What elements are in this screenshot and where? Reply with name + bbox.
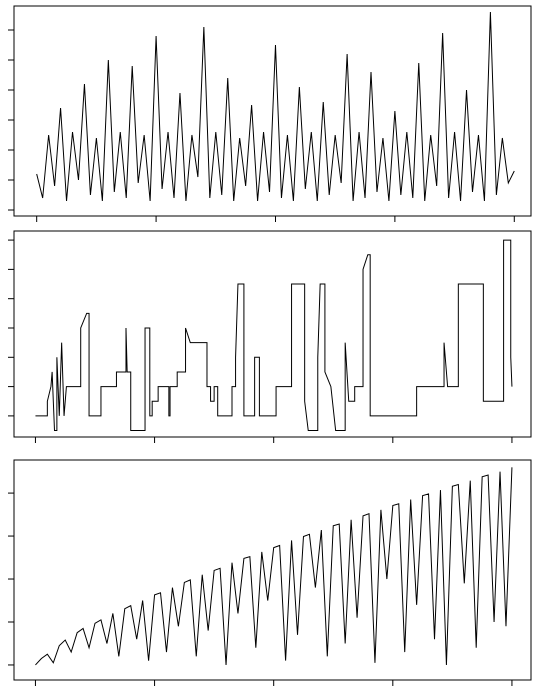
panel-frame [13, 230, 532, 438]
panel-frame [13, 5, 532, 217]
panel-frame [13, 459, 532, 681]
trace-line [35, 467, 513, 666]
trace-line [35, 239, 513, 432]
trace-line [36, 11, 515, 202]
